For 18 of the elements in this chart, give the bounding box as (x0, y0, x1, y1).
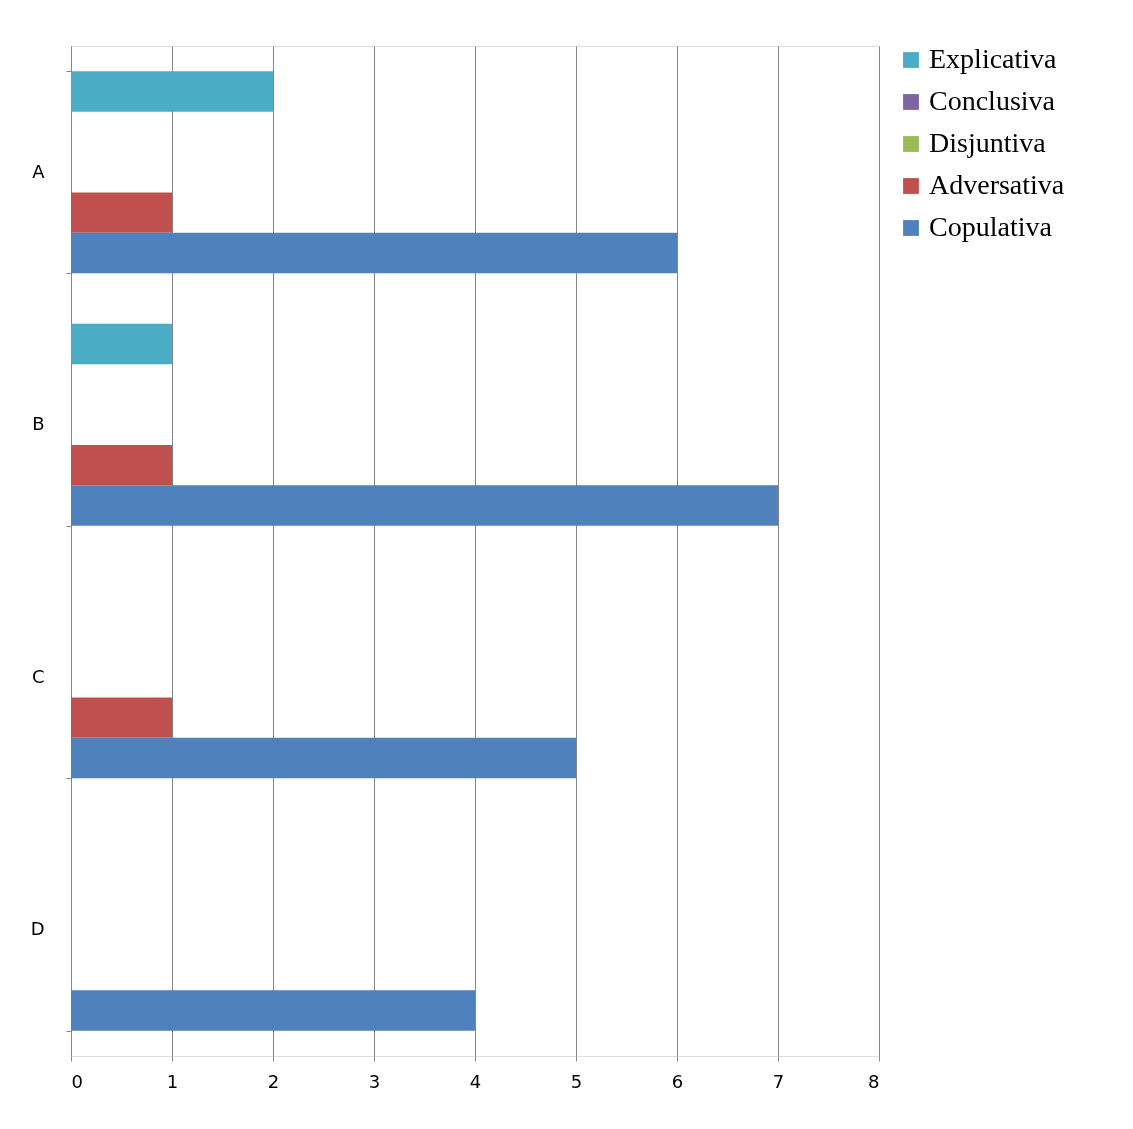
legend-label: Explicativa (929, 43, 1058, 74)
x-tick-label: 6 (671, 1070, 684, 1092)
y-tick-label: B (32, 413, 45, 435)
x-tick-label: 3 (368, 1070, 381, 1092)
y-tick-label: A (32, 160, 46, 182)
legend-label: Adversativa (929, 169, 1065, 200)
y-tick-label: D (30, 918, 45, 940)
x-tick-label: 7 (772, 1070, 785, 1092)
y-tick-label: C (31, 665, 45, 687)
x-tick-label: 8 (868, 1070, 880, 1092)
x-tick-label: 5 (570, 1070, 583, 1092)
legend-label: Disjuntiva (929, 127, 1047, 158)
x-tick-label: 4 (469, 1070, 482, 1092)
legend-label: Conclusiva (929, 85, 1056, 116)
legend-label: Copulativa (929, 211, 1053, 242)
x-tick-label: 2 (267, 1070, 280, 1092)
x-tick-label: 1 (166, 1070, 179, 1092)
x-tick-label: 0 (71, 1070, 83, 1092)
